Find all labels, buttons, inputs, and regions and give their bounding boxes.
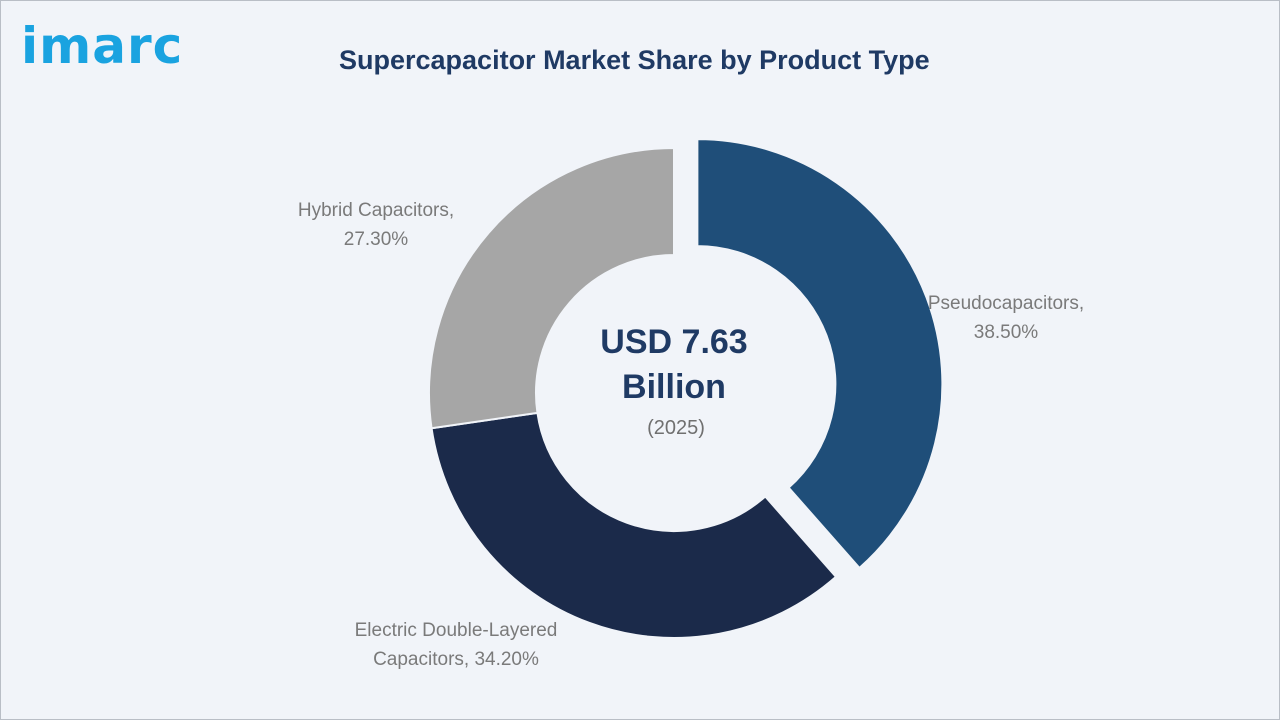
- center-year: (2025): [647, 417, 705, 439]
- slice-label-line: 38.50%: [974, 322, 1039, 343]
- slice-label-line: 27.30%: [344, 229, 409, 250]
- donut-slice-0: [696, 138, 944, 570]
- slice-label-line: Pseudocapacitors,: [928, 293, 1084, 314]
- slice-label-line: Capacitors, 34.20%: [373, 649, 539, 670]
- slice-label-line: Hybrid Capacitors,: [298, 200, 454, 221]
- slice-label-line: Electric Double-Layered: [355, 620, 558, 641]
- slice-label-0: Pseudocapacitors, 38.50%: [928, 293, 1084, 343]
- imarc-logo: imarc: [21, 17, 184, 75]
- slice-label-2: Hybrid Capacitors, 27.30%: [298, 200, 454, 250]
- center-value-line1: USD 7.63: [600, 323, 747, 361]
- slice-label-1: Electric Double-Layered Capacitors, 34.20…: [355, 620, 558, 670]
- donut-slice-1: [430, 411, 838, 639]
- donut-slice-2: [428, 146, 675, 430]
- center-value-line2: Billion: [622, 368, 726, 406]
- chart-title: Supercapacitor Market Share by Product T…: [339, 45, 930, 75]
